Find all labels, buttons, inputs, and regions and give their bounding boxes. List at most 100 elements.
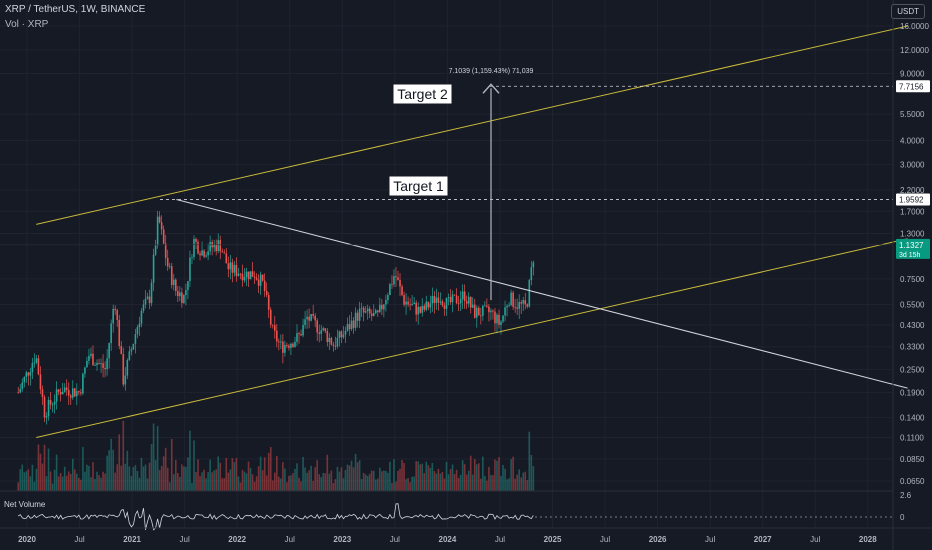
candle-body [290, 343, 292, 348]
candle-body [120, 346, 123, 354]
target2-price-tag[interactable]: 7.7156 [896, 80, 930, 93]
volume-bar [457, 477, 460, 491]
volume-bar [377, 478, 379, 491]
currency-button[interactable]: USDT [891, 4, 925, 19]
candle-body [532, 262, 535, 268]
candle-body [494, 311, 496, 324]
volume-bar [465, 474, 468, 491]
volume-bar [136, 471, 139, 491]
target1-annotation[interactable]: Target 1 [388, 175, 449, 197]
volume-bar [350, 460, 353, 491]
volume-bar [37, 444, 40, 491]
candle-body [340, 331, 343, 338]
volume-bar [316, 460, 319, 491]
candle-body [377, 310, 379, 313]
candle-body [235, 264, 238, 276]
candle-body [471, 304, 474, 308]
target1-price-tag[interactable]: 1.9592 [896, 193, 930, 206]
lower-channel-trendline[interactable] [36, 238, 908, 439]
volume-bar [441, 471, 444, 491]
candle-body [43, 397, 46, 418]
measure-arrowhead-icon [482, 83, 500, 94]
volume-bar [407, 477, 409, 491]
upper-channel-trendline[interactable] [36, 25, 908, 225]
candle-body [33, 362, 36, 364]
volume-bar [152, 423, 155, 491]
candle-body [486, 305, 488, 307]
volume-bar [286, 482, 288, 491]
volume-bar [124, 463, 127, 491]
candle-body [227, 263, 230, 270]
candle-body [158, 216, 161, 223]
volume-bar [530, 454, 533, 491]
candle-body [199, 253, 201, 256]
volume-bar [239, 482, 242, 491]
price-tick-label: 0.4300 [900, 321, 925, 330]
target2-annotation[interactable]: Target 2 [392, 83, 453, 105]
volume-bar [193, 440, 195, 491]
candle-body [241, 273, 244, 281]
annotations[interactable]: 7.1039 (1,159.43%) 71,039 Target 2 Target … [388, 68, 930, 301]
candle-body [328, 338, 331, 343]
volume-bar [63, 466, 66, 491]
candle-body [209, 242, 211, 252]
symbol-title[interactable]: XRP / TetherUS, 1W, BINANCE [5, 4, 146, 15]
candle-body [362, 307, 365, 313]
volume-bar [328, 473, 331, 491]
volume-bar [201, 472, 203, 491]
volume-bar [504, 468, 506, 491]
volume-bar [225, 457, 228, 491]
volume-bar [284, 468, 286, 491]
volume-bar [160, 466, 163, 491]
volume-bar [166, 467, 169, 491]
candle-body [37, 358, 40, 375]
volume-bar [108, 450, 110, 491]
volume-bar [269, 446, 272, 491]
volume-bar [189, 430, 191, 491]
volume-bar [320, 476, 323, 491]
time-tick-label: Jul [74, 535, 84, 544]
wedge-resistance-trendline[interactable] [176, 199, 908, 389]
candle-body [445, 297, 448, 309]
volume-bar [280, 478, 282, 491]
candle-body [142, 304, 145, 311]
volume-bar [490, 475, 492, 491]
volume-bar [253, 481, 256, 491]
candle-body [356, 312, 359, 321]
candle-body [69, 395, 72, 398]
volume-bar [326, 454, 329, 491]
volume-bar [449, 469, 452, 491]
volume-bar [71, 458, 74, 491]
candle-body [530, 267, 533, 281]
volume-bar [112, 449, 114, 491]
volume-bar [177, 472, 179, 491]
volume-indicator-label[interactable]: Vol · XRP [5, 19, 49, 30]
volume-bar [292, 473, 294, 491]
price-tick-label: 0.1900 [900, 388, 925, 397]
volume-bar [308, 470, 310, 491]
volume-bar [43, 444, 46, 491]
volume-bar [150, 443, 153, 491]
volume-bar [130, 476, 133, 491]
volume-bar [199, 476, 201, 491]
candle-body [389, 284, 391, 296]
volume-bar [298, 477, 300, 491]
volume-bar [265, 475, 268, 491]
candle-body [484, 305, 486, 307]
current-price-tag[interactable]: 1.1327 3d 15h [896, 238, 930, 259]
candle-body [441, 301, 444, 306]
volume-bar [233, 462, 236, 491]
volume-bar [379, 467, 381, 491]
volume-bar [45, 476, 48, 491]
candle-body [231, 262, 234, 273]
volume-bar [374, 479, 377, 491]
volume-bar [110, 438, 112, 491]
candle-body [237, 273, 240, 276]
candle-body [172, 279, 175, 286]
net-volume-title: Net Volume [4, 500, 46, 509]
volume-bar [368, 473, 371, 491]
volume-bar [395, 481, 397, 491]
volume-bar [443, 478, 446, 491]
candle-body [55, 389, 58, 402]
